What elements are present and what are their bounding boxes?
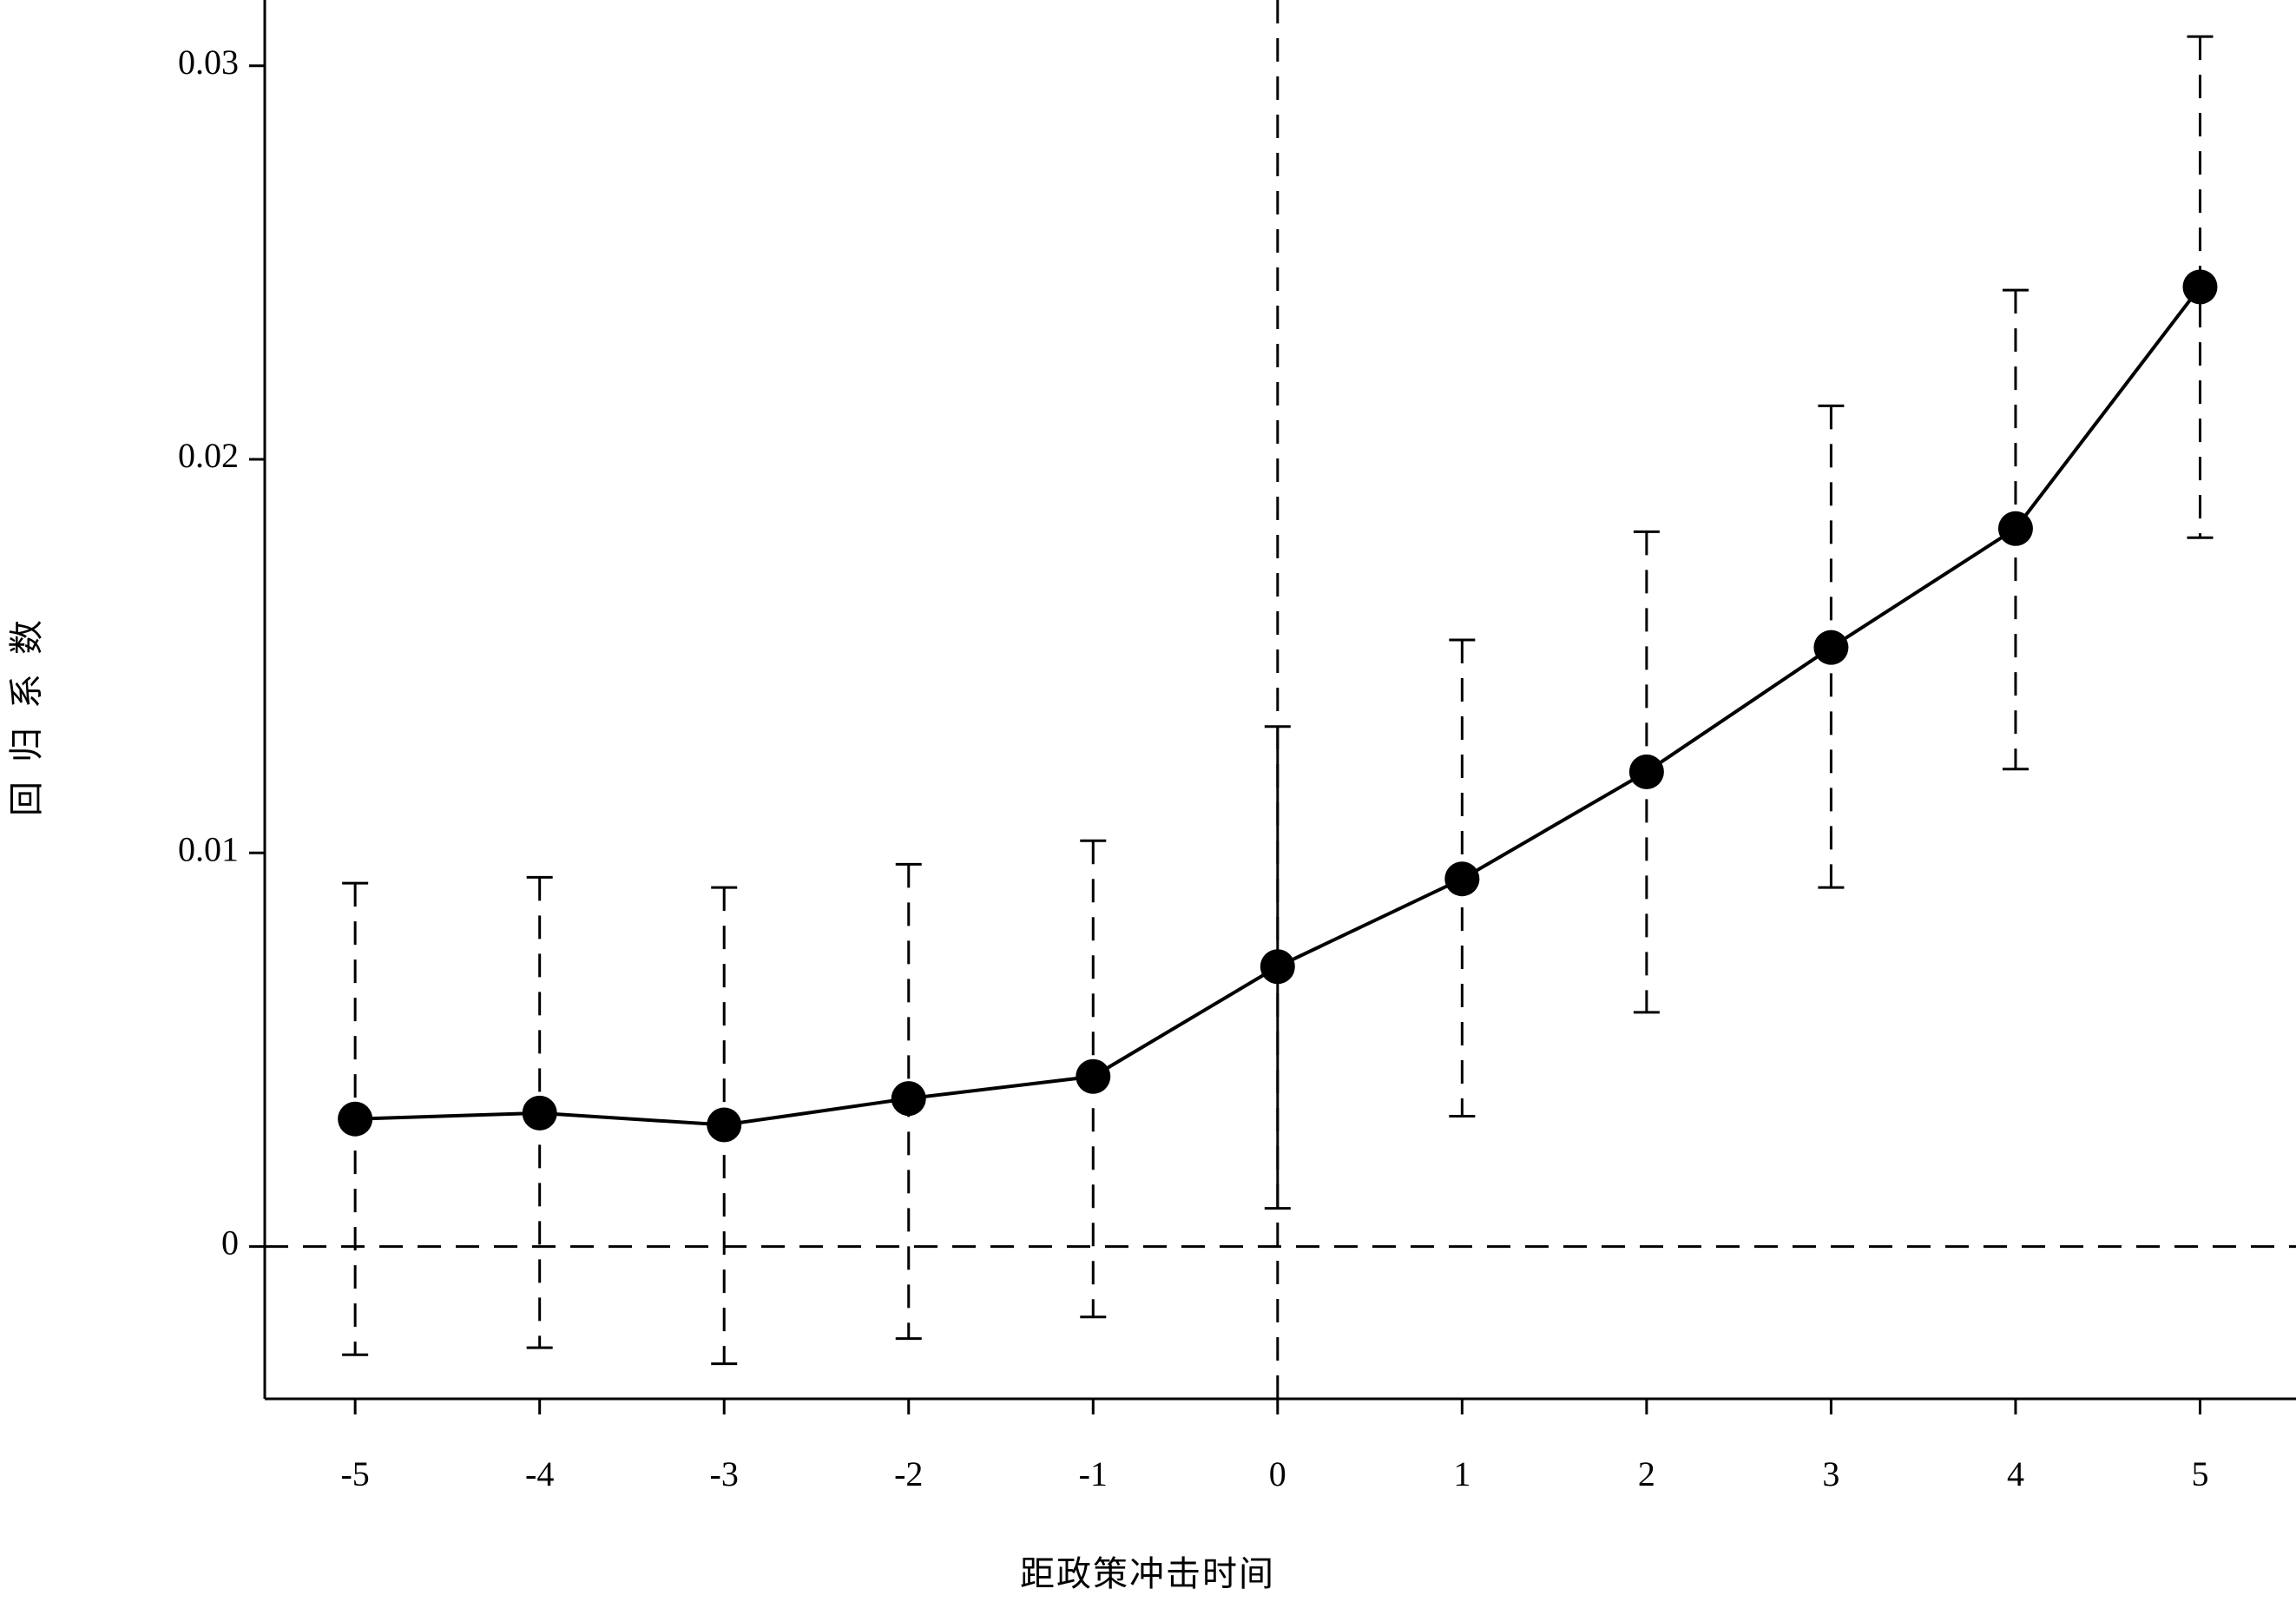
x-tick-label: 4 bbox=[2007, 1454, 2024, 1493]
x-axis-label: 距政策冲击时间 bbox=[1020, 1554, 1275, 1593]
x-tick-label: 2 bbox=[1638, 1454, 1655, 1493]
x-tick-label: 3 bbox=[1822, 1454, 1839, 1493]
x-tick-label: -4 bbox=[525, 1454, 554, 1493]
x-tick-label: -3 bbox=[710, 1454, 739, 1493]
x-tick-label: -5 bbox=[340, 1454, 369, 1493]
x-tick-label: -1 bbox=[1079, 1454, 1108, 1493]
coefficient-point bbox=[1997, 511, 2033, 546]
y-tick-label: 0.02 bbox=[178, 436, 239, 475]
coefficient-point bbox=[1260, 949, 1295, 985]
coefficient-point bbox=[2182, 269, 2218, 305]
y-axis-label: 回归系数 bbox=[7, 601, 46, 816]
coefficient-point bbox=[522, 1095, 557, 1131]
y-tick-label: 0.03 bbox=[178, 43, 239, 82]
coefficient-point bbox=[1628, 754, 1664, 789]
y-tick-label: 0 bbox=[221, 1223, 239, 1262]
coefficient-point bbox=[338, 1101, 373, 1137]
x-tick-label: 5 bbox=[2191, 1454, 2208, 1493]
x-tick-label: 1 bbox=[1453, 1454, 1470, 1493]
coefficient-point bbox=[891, 1081, 926, 1117]
coefficient-point bbox=[1813, 630, 1849, 665]
coefficient-point bbox=[707, 1107, 742, 1143]
x-tick-label: -2 bbox=[894, 1454, 923, 1493]
coefficient-point bbox=[1076, 1058, 1111, 1094]
y-tick-label: 0.01 bbox=[178, 829, 239, 868]
coefficient-point bbox=[1444, 861, 1480, 897]
x-tick-label: 0 bbox=[1269, 1454, 1286, 1493]
